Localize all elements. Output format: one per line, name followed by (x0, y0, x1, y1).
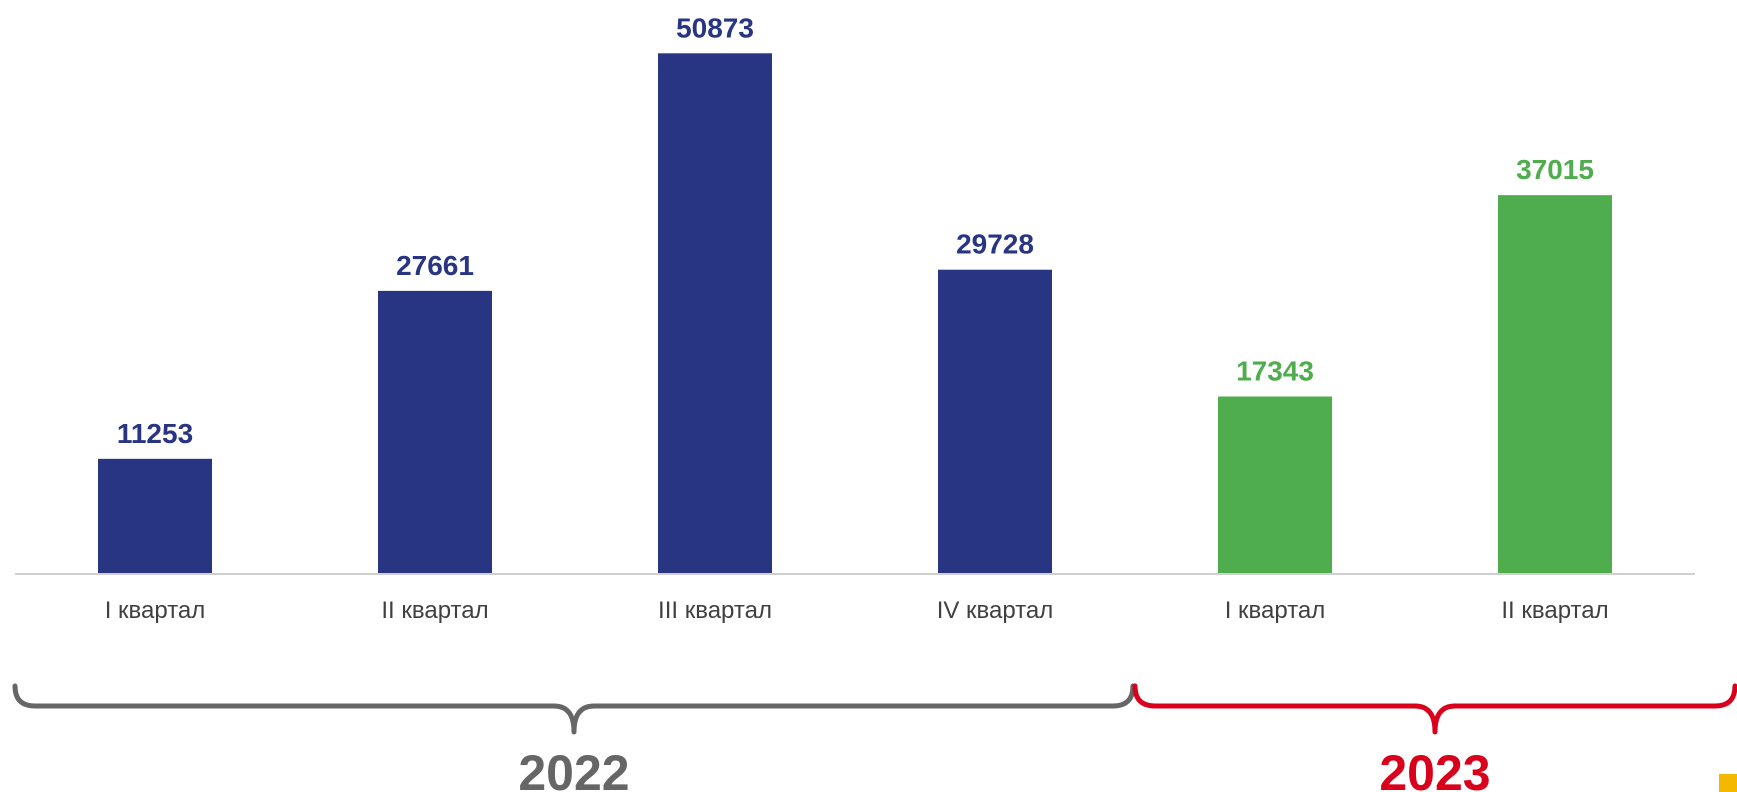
bar-value-label: 50873 (676, 12, 754, 43)
bar (98, 458, 212, 574)
category-labels-group: I квартал II квартал III квартал IV квартал… (105, 597, 1609, 624)
bar (938, 269, 1052, 574)
bar (1218, 396, 1332, 574)
year-braces-group: 2022 2023 (12, 683, 1737, 792)
value-labels-group: 11253 27661 50873 29728 17343 37015 (117, 12, 1594, 449)
bar (658, 53, 772, 575)
year-label: 2023 (1379, 745, 1490, 792)
bar-value-label: 29728 (956, 229, 1034, 260)
bar (378, 290, 492, 574)
bars-group (98, 53, 1612, 575)
year-brace (12, 683, 1136, 735)
bar-value-label: 37015 (1516, 154, 1594, 185)
category-label: IV квартал (937, 597, 1054, 624)
category-label: II квартал (1501, 597, 1608, 624)
bar-value-label: 27661 (396, 250, 474, 281)
year-label: 2022 (518, 745, 629, 792)
category-label: I квартал (1225, 597, 1326, 624)
bar-value-label: 17343 (1236, 355, 1314, 386)
category-label: I квартал (105, 597, 206, 624)
category-label: II квартал (381, 597, 488, 624)
corner-accent-mark (1719, 774, 1737, 792)
bar (1498, 195, 1612, 574)
category-label: III квартал (658, 597, 772, 624)
year-brace (1132, 683, 1737, 735)
bar-value-label: 11253 (117, 418, 193, 449)
